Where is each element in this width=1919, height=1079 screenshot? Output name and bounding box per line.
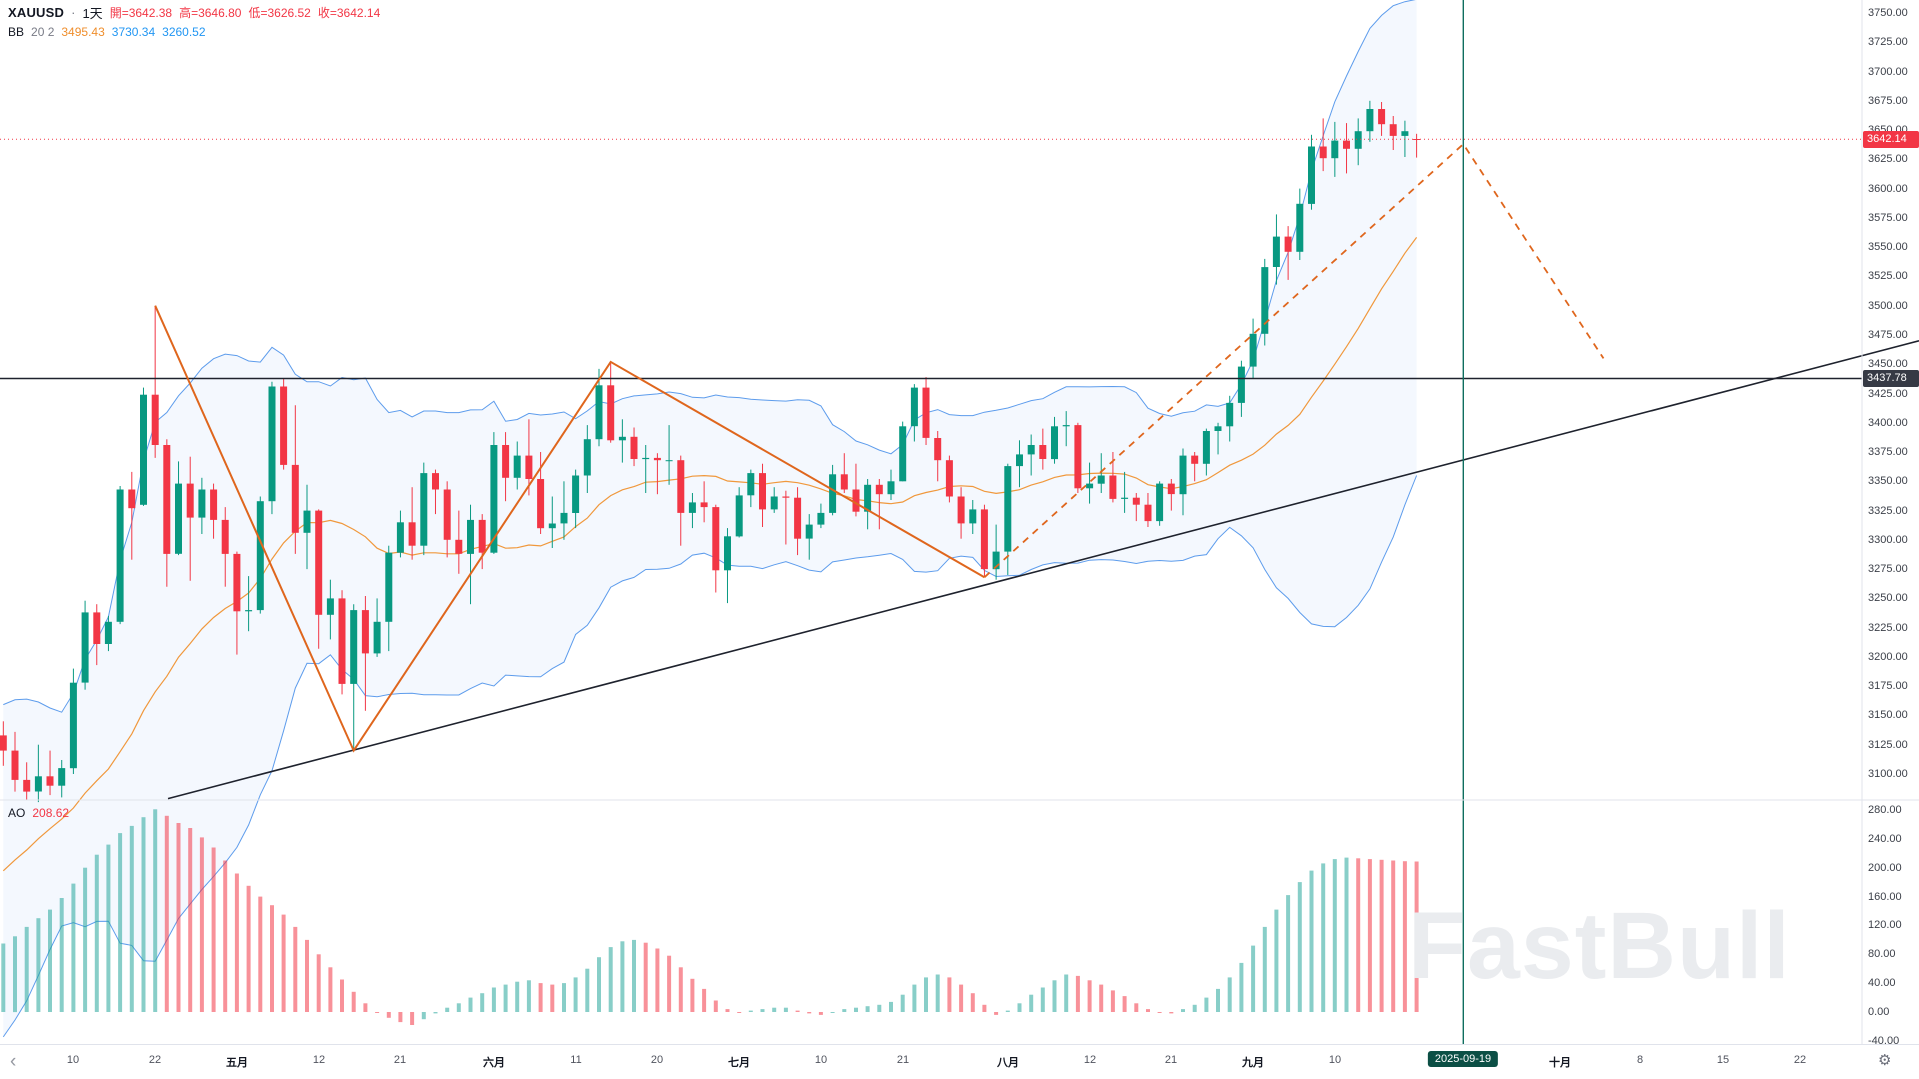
time-tick-label: 十月 [1549,1057,1571,1069]
time-tick-label: 10 [1328,1054,1342,1066]
date-line-badge: 2025-09-19 [1427,1051,1499,1067]
time-tick-label: 10 [814,1054,828,1066]
time-tick-label: 七月 [728,1057,750,1069]
bollinger-fill [3,0,1417,1037]
time-tick-label: 21 [1164,1054,1178,1066]
bb-lower-value: 3260.52 [162,24,206,39]
last-price-badge: 3642.14 [1863,131,1919,148]
level-price-badge: 3437.78 [1863,370,1919,387]
time-tick-label: 22 [1793,1054,1807,1066]
chevron-left-icon[interactable]: ‹ [10,1051,17,1072]
candles-series [0,100,1421,803]
ao-name[interactable]: AO [8,806,26,820]
bollinger-lower-line [2,475,1418,1038]
legend-separator: · [71,4,76,20]
fastbull-watermark: FastBull [1408,893,1791,999]
ohlc-low: 低=3626.52 [248,5,311,20]
gear-icon[interactable]: ⚙ [1878,1052,1892,1069]
bb-basis-value: 3495.43 [61,24,105,39]
time-tick-label: 12 [1083,1054,1097,1066]
bb-params: 20 2 [31,24,55,39]
time-tick-label: 15 [1716,1054,1730,1066]
time-tick-label: 五月 [226,1057,248,1069]
bb-upper-value: 3730.34 [111,24,156,39]
ao-histogram [1,809,1419,1025]
indicator-row-bb: BB 20 2 3495.43 3730.34 3260.52 [8,23,380,40]
time-tick-label: 20 [650,1054,664,1066]
time-tick-label: 九月 [1242,1057,1264,1069]
time-tick-label: 21 [896,1054,910,1066]
time-tick-label: 12 [312,1054,326,1066]
time-tick-label: 8 [1636,1054,1644,1066]
time-axis[interactable]: 2025-09-19 10 22 五月 12 21 六月 11 20 七月 10 21 八月 12 21 九… [0,1044,1919,1079]
symbol-title[interactable]: XAUUSD [8,4,65,20]
legend: XAUUSD · 1天 開=3642.38 高=3646.80 低=3626.5… [8,3,380,40]
time-tick-label: 10 [66,1054,80,1066]
chart-canvas[interactable] [0,0,1919,1044]
ohlc-close: 收=3642.14 [317,5,381,20]
time-tick-label: 11 [570,1054,582,1066]
ascending-trendline[interactable] [167,340,1919,800]
ohlc-open: 開=3642.38 [109,5,173,20]
bollinger-upper-line [3,0,1416,713]
time-tick-label: 21 [393,1054,407,1066]
time-tick-label: 22 [148,1054,162,1066]
ohlc-high: 高=3646.80 [179,5,242,20]
time-tick-label: 八月 [997,1057,1019,1069]
time-tick-label: 六月 [483,1057,505,1069]
ao-value: 208.62 [32,806,70,820]
ao-indicator-label: AO 208.62 [8,806,69,820]
zigzag-trendline[interactable] [154,305,985,753]
symbol-row: XAUUSD · 1天 開=3642.38 高=3646.80 低=3626.5… [8,3,380,21]
timeframe-label[interactable]: 1天 [82,5,103,21]
bb-name[interactable]: BB [8,24,25,39]
